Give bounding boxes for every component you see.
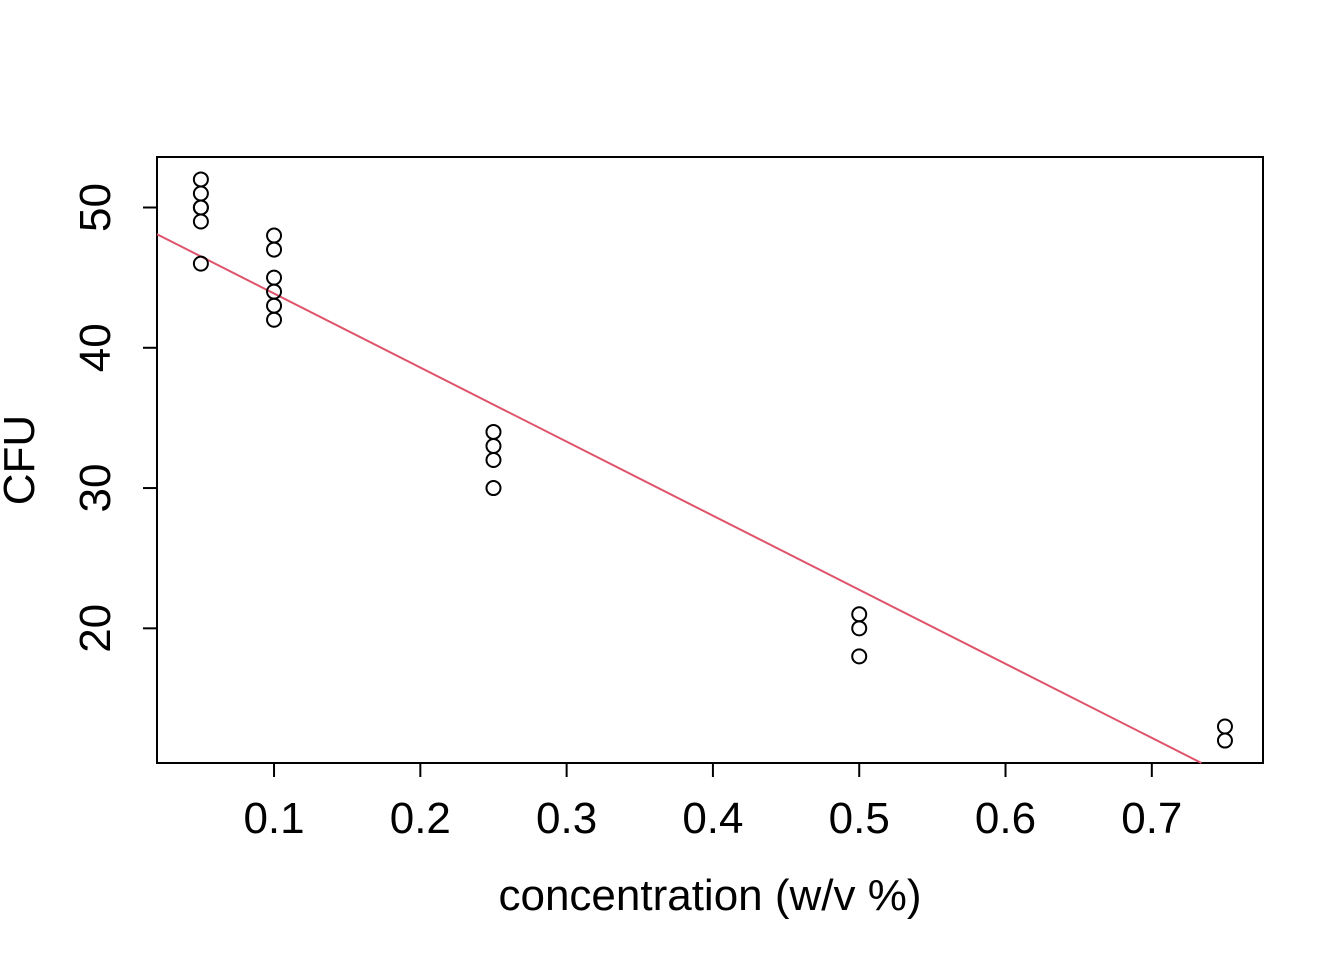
data-points bbox=[192, 171, 1233, 749]
data-point bbox=[192, 185, 209, 202]
y-tick-label: 50 bbox=[71, 183, 120, 232]
data-point bbox=[266, 269, 283, 286]
x-axis: 0.1 0.2 0.3 0.4 0.5 0.6 0.7 bbox=[243, 762, 1182, 843]
regression-line bbox=[156, 233, 1202, 764]
x-tick-label: 0.3 bbox=[536, 794, 597, 843]
x-tick-label: 0.5 bbox=[829, 794, 890, 843]
data-point bbox=[266, 227, 283, 244]
x-tick-label: 0.1 bbox=[243, 794, 304, 843]
x-axis-title: concentration (w/v %) bbox=[498, 871, 921, 920]
data-point bbox=[266, 297, 283, 314]
data-point bbox=[192, 171, 209, 188]
data-point bbox=[485, 437, 502, 454]
plot-frame bbox=[156, 156, 1264, 764]
x-tick-label: 0.2 bbox=[390, 794, 451, 843]
data-point bbox=[192, 199, 209, 216]
data-point bbox=[1216, 732, 1233, 749]
y-axis-title: CFU bbox=[0, 415, 44, 505]
data-point bbox=[192, 255, 209, 272]
y-axis: 20 30 40 50 bbox=[71, 183, 158, 653]
data-point bbox=[192, 213, 209, 230]
x-tick-label: 0.6 bbox=[975, 794, 1036, 843]
y-tick-label: 40 bbox=[71, 323, 120, 372]
data-point bbox=[1216, 718, 1233, 735]
data-point bbox=[851, 620, 868, 637]
x-tick-label: 0.4 bbox=[682, 794, 743, 843]
y-tick-label: 30 bbox=[71, 464, 120, 513]
data-point bbox=[851, 606, 868, 623]
y-tick-label: 20 bbox=[71, 604, 120, 653]
data-point bbox=[485, 452, 502, 468]
x-tick-label: 0.7 bbox=[1121, 794, 1182, 843]
data-point bbox=[485, 423, 502, 440]
data-point bbox=[266, 311, 283, 328]
data-point bbox=[485, 480, 502, 497]
data-point bbox=[266, 241, 283, 258]
data-point bbox=[851, 648, 868, 665]
